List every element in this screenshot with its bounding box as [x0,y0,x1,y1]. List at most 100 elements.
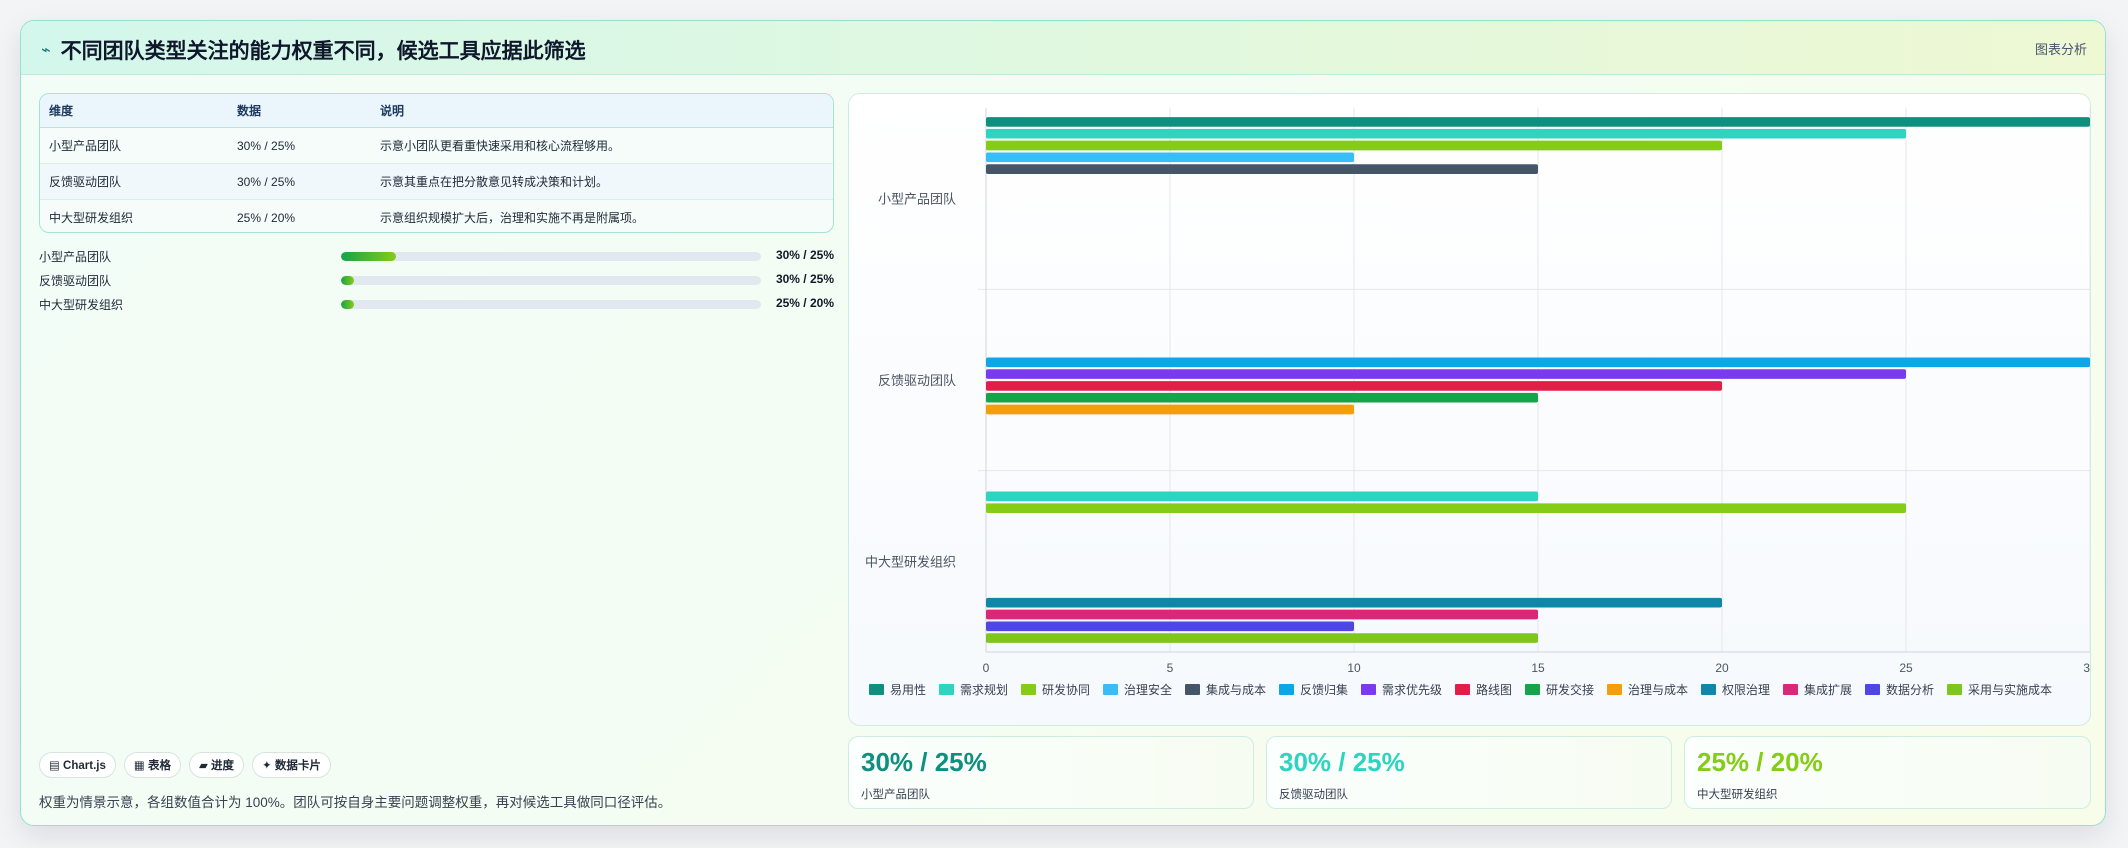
bar [986,117,2090,127]
chart-analysis-tag: 图表分析 [2034,42,2087,57]
page-title: 不同团队类型关注的能力权重不同，候选工具应据此筛选 [60,40,586,63]
legend-swatch [1947,684,1963,695]
progress-list: 小型产品团队 30% / 25% 反馈驱动团队 30% / 25% 中大型研发组… [39,244,834,316]
x-tick-label: 25 [1899,661,1913,675]
x-tick-label: 0 [983,661,990,675]
bar [986,621,1354,632]
progress-fill [341,300,354,309]
legend-swatch [939,684,955,695]
progress-track [341,252,761,261]
legend-swatch [1865,684,1881,695]
legend-label: 治理安全 [1124,682,1172,697]
progress-row: 反馈驱动团队 30% / 25% [39,268,834,292]
chip-chartjs[interactable]: ▤ Chart.js [39,752,116,778]
progress-row: 中大型研发组织 25% / 20% [39,292,834,316]
column-header: 维度 [40,94,228,128]
x-tick-label: 15 [1531,661,1545,675]
category-label: 中大型研发组织 [865,554,956,569]
legend-label: 路线图 [1476,682,1512,697]
bar [986,369,1906,379]
bar [986,357,2090,368]
legend-label: 集成与成本 [1206,682,1266,697]
progress-label: 小型产品团队 [39,250,112,264]
table-cell: 示意组织规模扩大后，治理和实施不再是附属项。 [380,211,645,225]
table-cell: 反馈驱动团队 [40,163,228,200]
stat-value: 30% / 25% [861,747,987,777]
legend-label: 易用性 [890,683,926,697]
category-label: 反馈驱动团队 [878,373,956,388]
legend-swatch [1455,684,1471,695]
table-row: 小型产品团队 30% / 25% 示意小团队更看重快速采用和核心流程够用。 [40,127,833,164]
category-label: 小型产品团队 [878,192,956,207]
legend-swatch [869,684,884,695]
progress-value: 30% / 25% [775,272,834,286]
progress-fill [341,252,396,261]
feature-chips: ▤ Chart.js ▦ 表格 ▰ 进度 ✦ 数据卡片 [39,752,339,778]
progress-value: 25% / 20% [775,296,834,310]
table-cell: 中大型研发组织 [49,211,134,225]
table-header-row: 维度 数据 说明 [40,94,833,128]
chip-progress[interactable]: ▰ 进度 [188,752,244,778]
table-cell: 小型产品团队 [40,127,228,164]
legend-swatch [1185,684,1201,695]
stat-card: 30% / 25% 反馈驱动团队 [1266,736,1672,809]
stat-card: 30% / 25% 小型产品团队 [848,736,1254,809]
legend-label: 需求规划 [960,682,1008,697]
x-tick-label: 20 [1715,661,1729,675]
legend-label: 治理与成本 [1628,683,1688,697]
legend-swatch [1279,684,1295,695]
card-header: ⌁ 不同团队类型关注的能力权重不同，候选工具应据此筛选 图表分析 [21,21,2105,75]
bar [986,152,1354,163]
table-cell: 30% / 25% [228,163,371,200]
legend-label: 集成扩展 [1804,682,1852,697]
x-tick-label: 30 [2083,661,2091,675]
table-cell: 30% / 25% [228,127,371,164]
trend-icon: ⌁ [41,42,51,59]
table-row: 反馈驱动团队 30% / 25% 示意其重点在把分散意见转成决策和计划。 [40,163,833,200]
stat-label: 中大型研发组织 [1697,789,1778,801]
progress-label: 中大型研发组织 [39,298,124,312]
progress-value: 30% / 25% [775,248,834,262]
analysis-card: ⌁ 不同团队类型关注的能力权重不同，候选工具应据此筛选 图表分析 维度 数据 说… [20,20,2106,826]
bar [986,164,1538,174]
bar [986,392,1538,403]
stat-card: 25% / 20% 中大型研发组织 [1684,736,2091,809]
bar [986,140,1722,151]
chip-data-card[interactable]: ✦ 数据卡片 [252,752,331,778]
x-tick-label: 5 [1167,661,1174,675]
progress-fill [341,276,354,285]
legend-swatch [1103,684,1119,695]
progress-label: 反馈驱动团队 [39,274,112,288]
chip-table[interactable]: ▦ 表格 [123,752,181,778]
legend-swatch [1361,684,1377,695]
legend-label: 权限治理 [1722,683,1770,697]
progress-track [341,276,761,285]
bar [986,597,1722,608]
table-row: 中大型研发组织 25% / 20% 示意组织规模扩大后，治理和实施不再是附属项。 [40,200,833,233]
legend-label: 采用与实施成本 [1968,682,2052,697]
legend-swatch [1783,684,1799,695]
legend-label: 研发交接 [1546,682,1594,697]
table-cell: 示意小团队更看重快速采用和核心流程够用。 [371,127,833,164]
footnote: 权重为情景示意，各组数值合计为 100%。团队可按自身主要问题调整权重，再对候选… [39,795,672,810]
stat-value: 30% / 25% [1279,747,1405,777]
legend-swatch [1701,684,1717,695]
bar [986,128,1906,139]
progress-row: 小型产品团队 30% / 25% [39,244,834,268]
legend-label: 研发协同 [1042,682,1090,697]
legend-label: 数据分析 [1886,682,1934,697]
bar [986,633,1538,643]
legend-swatch [1607,684,1623,695]
legend-label: 需求优先级 [1382,683,1442,697]
data-table: 维度 数据 说明 小型产品团队 30% / 25% 示意小团队更看重快速采用和核… [39,93,834,233]
table-cell: 示意其重点在把分散意见转成决策和计划。 [371,163,833,200]
bar [986,609,1538,620]
bar [986,491,1538,502]
stat-label: 反馈驱动团队 [1279,789,1348,801]
column-header: 数据 [228,94,371,128]
column-header: 说明 [371,94,833,128]
legend-swatch [1525,684,1541,695]
progress-track [341,300,761,309]
